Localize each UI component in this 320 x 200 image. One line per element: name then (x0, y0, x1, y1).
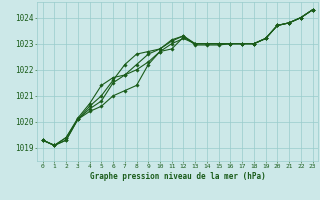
X-axis label: Graphe pression niveau de la mer (hPa): Graphe pression niveau de la mer (hPa) (90, 172, 266, 181)
